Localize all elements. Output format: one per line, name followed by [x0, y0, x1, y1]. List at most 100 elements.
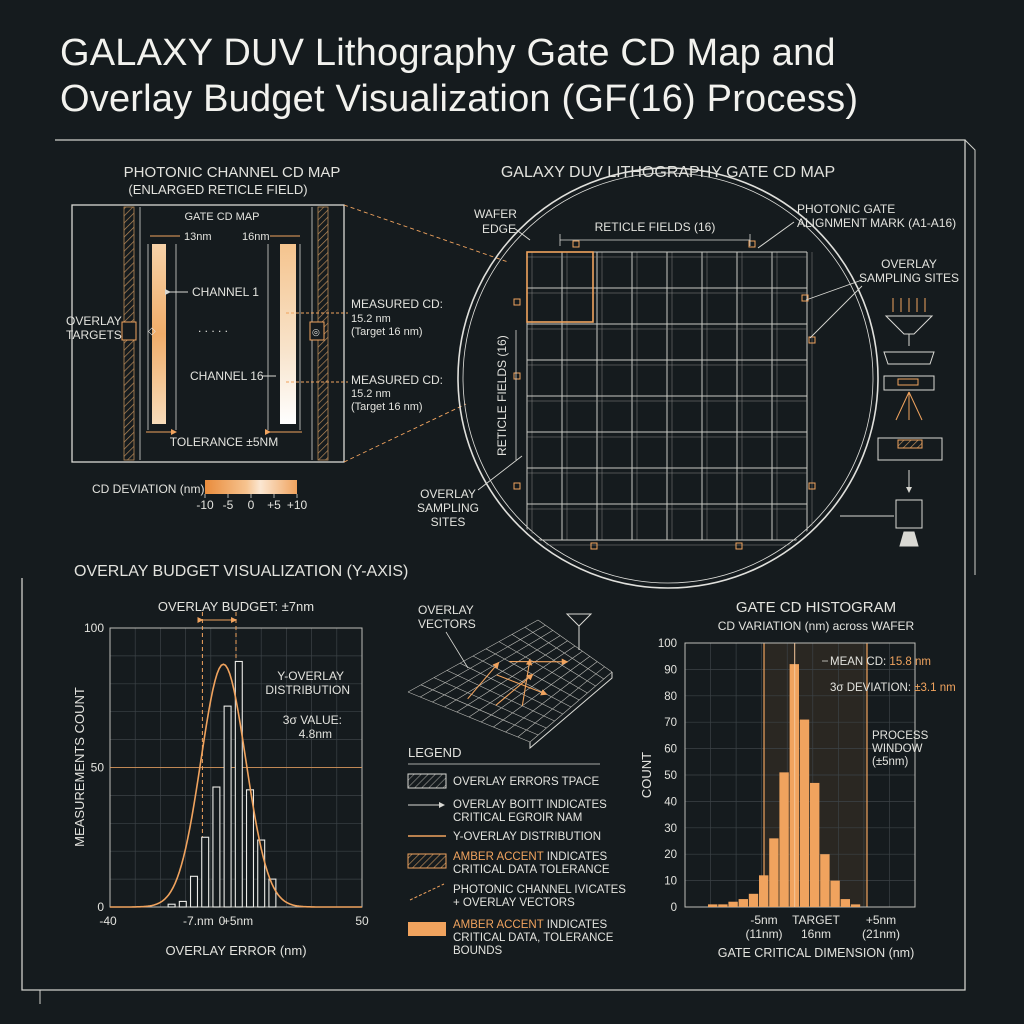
channel-ellipsis: . . . . .	[198, 321, 228, 335]
svg-text:◇: ◇	[148, 326, 156, 337]
channel-map-heading: PHOTONIC CHANNEL CD MAP	[124, 164, 341, 181]
vectors-leader	[445, 631, 469, 669]
wafer-map-panel: GALAXY DUV LITHOGRAPHY GATE CD MAP WAFER…	[417, 164, 959, 589]
vector-grid-line	[505, 661, 598, 733]
overlay-y-tick: 100	[84, 621, 104, 635]
vector-grid-line	[537, 619, 613, 673]
process-window-label: PROCESS	[872, 730, 929, 742]
overlay-target-right	[309, 321, 325, 341]
vector-grid-line	[468, 645, 576, 718]
channel-map-subheading: (ENLARGED RETICLE FIELD)	[128, 182, 307, 197]
distribution-label-1: Y-OVERLAY	[277, 669, 344, 683]
cd-bar	[799, 719, 810, 907]
vector-grid-line	[498, 641, 588, 694]
channel-16-label: CHANNEL 16	[190, 369, 264, 383]
wafer-sampling-sites	[513, 240, 816, 550]
legend-item-text: + OVERLAY VECTORS	[453, 897, 575, 909]
deviation-tick-label: -5	[223, 498, 234, 512]
sampling-left-label-1: OVERLAY	[420, 487, 476, 501]
alignment-mark-label-1: PHOTONIC GATE	[797, 202, 895, 216]
legend-item-text-rest: INDICATES	[544, 851, 608, 863]
process-window-label: (±5nm)	[872, 756, 909, 768]
overlay-x-tick: 50	[355, 914, 369, 928]
overlay-bar	[245, 789, 255, 908]
cd-bar	[718, 904, 728, 907]
reticle-fields-side-label: RETICLE FIELDS (16)	[495, 335, 509, 456]
overlay-bar	[268, 878, 277, 908]
cd-y-tick: 20	[664, 849, 677, 861]
legend-item-text: Y-OVERLAY DISTRIBUTION	[453, 831, 601, 843]
overlay-bar	[189, 875, 199, 908]
overlay-x-tick: -7.nm	[183, 914, 214, 928]
svg-text:◎: ◎	[312, 327, 320, 337]
process-window-label: WINDOW	[872, 743, 923, 755]
sampling-site-marker	[513, 482, 521, 490]
legend-item-text: AMBER ACCENT INDICATES	[453, 851, 608, 863]
sampling-site-marker	[513, 298, 521, 306]
vector-grid-line	[511, 634, 596, 687]
cd-bar	[728, 901, 738, 907]
wafer-grid	[526, 251, 813, 546]
overlay-x-tick: 0	[219, 914, 226, 928]
vector-grid-edge	[529, 672, 613, 750]
cd-bar	[820, 854, 830, 907]
deviation-tick-label: +5	[267, 498, 281, 512]
cd-x-label-top: TARGET	[792, 913, 840, 927]
cd-bar	[779, 772, 789, 907]
cd-y-tick: 30	[664, 823, 677, 835]
legend-heading: LEGEND	[408, 745, 461, 760]
cd-x-label-top: +5nm	[866, 913, 896, 927]
legend-swatch-amber-hatch	[407, 853, 447, 869]
cd-x-label-top: -5nm	[750, 913, 777, 927]
vector-grid-line	[517, 666, 605, 738]
overlay-bar	[257, 839, 266, 908]
legend-amber-accent: AMBER ACCENT	[453, 919, 544, 931]
legend-amber-accent: AMBER ACCENT	[453, 851, 544, 863]
vector-grid-line	[529, 671, 613, 743]
overlay-bar	[212, 786, 221, 908]
overlay-targets-label-2: TARGETS	[66, 328, 122, 342]
cd-x-label-bottom: (21nm)	[862, 927, 900, 941]
vector-grid	[407, 619, 613, 750]
reticle-fields-top-label: RETICLE FIELDS (16)	[595, 220, 716, 234]
overlay-vectors-panel: OVERLAY VECTORS	[407, 603, 613, 750]
legend-swatch-amber-fill	[408, 922, 446, 936]
deviation-ticks: -10 -5 0 +5 +10	[196, 494, 308, 512]
gate-cd-histogram-panel: GATE CD HISTOGRAM CD VARIATION (nm) acros…	[639, 599, 956, 960]
channel-1-label: CHANNEL 1	[192, 285, 259, 299]
cd-y-tick: 90	[664, 664, 677, 676]
legend-item-text: CRITICAL EGROIR NAM	[453, 812, 582, 824]
overlay-distribution-curve	[110, 663, 362, 908]
title-line-2: Overlay Budget Visualization (GF(16) Pro…	[60, 78, 859, 120]
overlay-bar	[178, 900, 187, 908]
sampling-site-marker	[748, 240, 756, 248]
gate-cd-map-label: GATE CD MAP	[185, 211, 260, 223]
vector-grid-line	[524, 626, 604, 680]
sigma-label-1: 3σ VALUE:	[283, 713, 342, 727]
overlay-bar	[234, 660, 243, 908]
vectors-label-2: VECTORS	[418, 617, 476, 631]
legend-swatch-dashed	[409, 883, 445, 901]
vector-grid-line	[493, 656, 590, 728]
cd-y-tick: 60	[664, 744, 677, 756]
deviation-tick-label: 0	[248, 498, 255, 512]
legend-item-text: PHOTONIC CHANNEL IVICATES	[453, 884, 626, 896]
cd-mean-prefix: MEAN CD:	[830, 656, 889, 668]
cd-bar	[840, 899, 850, 907]
overlay-target-left	[121, 321, 137, 341]
width-left-label: 13nm	[184, 231, 212, 243]
cd-y-tick: 10	[664, 876, 677, 888]
cd-bar	[759, 875, 769, 907]
reticle-field-frame	[71, 204, 345, 463]
page-title: GALAXY DUV Lithography Gate CD Map and O…	[60, 30, 960, 122]
channel-16-bar	[280, 244, 296, 424]
overlay-y-tick: 50	[91, 761, 105, 775]
cd-y-tick: 100	[658, 638, 677, 650]
cd-chart-subtitle: CD VARIATION (nm) across WAFER	[718, 619, 915, 633]
overlay-y-tick: 0	[97, 900, 104, 914]
alignment-mark-label-2: ALIGNMENT MARK (A1-A16)	[797, 216, 956, 230]
sampling-site-marker	[590, 542, 598, 550]
title-line-1: GALAXY DUV Lithography Gate CD Map and	[60, 32, 836, 74]
cd-y-tick: 70	[664, 717, 677, 729]
